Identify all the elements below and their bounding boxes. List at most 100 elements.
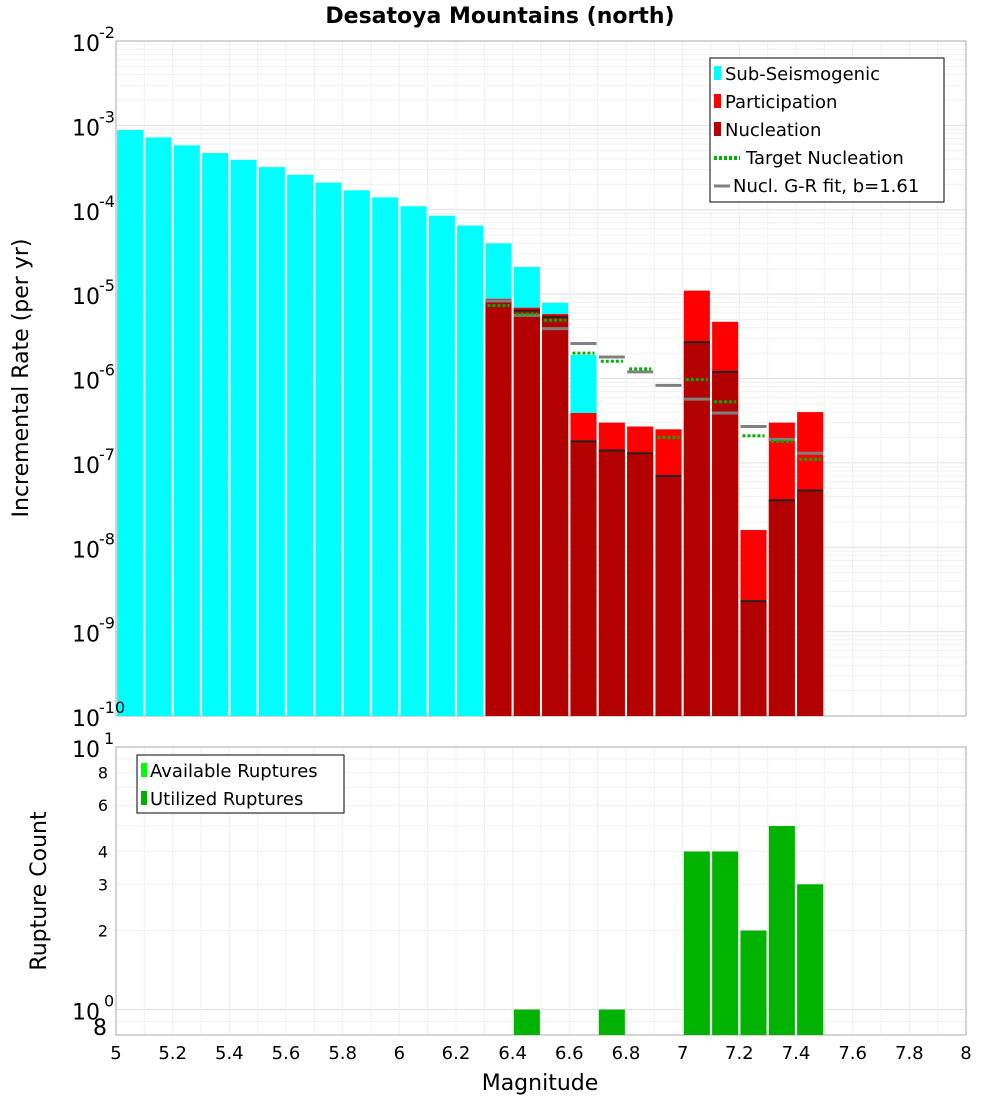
top-reference-lines: [485, 299, 824, 461]
bar-utilized-ruptures: [740, 930, 767, 1035]
bar-nucleation: [570, 441, 597, 716]
legend-label-sub-seismogenic: Sub-Seismogenic: [725, 64, 880, 85]
bottom-y-major-tick-label: 10: [72, 1001, 100, 1026]
x-tick-label: 5.4: [215, 1043, 244, 1064]
bottom-y-major-tick-label: 10: [72, 738, 100, 763]
bar-sub-seismogenic: [230, 159, 257, 717]
top-y-tick-label: 10: [72, 707, 100, 732]
top-y-tick-label: 10: [72, 285, 100, 310]
top-y-tick-label: 10: [72, 623, 100, 648]
x-tick-label: 6.4: [498, 1043, 527, 1064]
bottom-legend-box: [136, 754, 345, 814]
bar-sub-seismogenic: [343, 190, 370, 716]
top-y-axis-label: Incremental Rate (per yr): [9, 239, 34, 518]
bar-sub-seismogenic: [400, 206, 427, 716]
legend-label-gr-fit: Nucl. G-R fit, b=1.61: [733, 176, 919, 197]
bar-sub-seismogenic: [258, 167, 285, 716]
top-y-tick-exponent: -8: [99, 529, 115, 548]
bar-sub-seismogenic: [428, 215, 455, 717]
bar-utilized-ruptures: [513, 1009, 540, 1035]
top-y-tick-label: 10: [72, 201, 100, 226]
bottom-y-minor-tick-label: 6: [98, 796, 108, 815]
top-y-tick-exponent: -3: [99, 107, 115, 126]
top-y-tick-exponent: -7: [99, 445, 115, 464]
bar-nucleation: [542, 316, 569, 716]
x-tick-label: 6.2: [442, 1043, 471, 1064]
bar-sub-seismogenic: [287, 174, 314, 716]
legend-swatch-utilized: [141, 791, 147, 805]
legend-swatch-participation: [714, 94, 721, 108]
top-y-tick-exponent: -6: [99, 361, 115, 380]
bar-sub-seismogenic: [457, 225, 484, 716]
top-y-tick-label: 10: [72, 116, 100, 141]
x-axis-label: Magnitude: [482, 1071, 599, 1096]
bar-sub-seismogenic: [315, 182, 342, 716]
bar-utilized-ruptures: [797, 884, 824, 1035]
top-y-tick-exponent: -5: [99, 276, 115, 295]
x-tick-label: 6.8: [612, 1043, 641, 1064]
bottom-y-minor-tick-label: 2: [98, 922, 108, 941]
x-tick-label: 5.6: [272, 1043, 301, 1064]
bar-utilized-ruptures: [598, 1009, 625, 1035]
bar-utilized-ruptures: [712, 851, 739, 1035]
top-y-tick-label: 10: [72, 454, 100, 479]
bar-nucleation: [598, 450, 625, 716]
legend-label-target-nucleation: Target Nucleation: [745, 148, 904, 169]
bar-nucleation: [683, 342, 710, 716]
x-tick-label: 5.8: [328, 1043, 357, 1064]
bar-nucleation: [627, 453, 654, 716]
x-tick-label: 6.6: [555, 1043, 584, 1064]
top-y-tick-exponent: -2: [99, 23, 115, 42]
top-y-tick-exponent: -9: [99, 614, 115, 633]
bottom-bars: [513, 826, 824, 1035]
legend-swatch-available: [141, 763, 147, 777]
x-tick-label: 7.8: [895, 1043, 924, 1064]
top-y-tick-label: 10: [72, 370, 100, 395]
top-bars: [117, 130, 824, 717]
legend-label-available: Available Ruptures: [150, 761, 318, 782]
bar-nucleation: [655, 475, 682, 716]
bar-nucleation: [485, 301, 512, 716]
top-plot-frame: [115, 40, 967, 717]
bottom-y-major-tick-exponent: 0: [104, 992, 114, 1011]
bar-utilized-ruptures: [768, 826, 795, 1035]
x-tick-label: 6: [394, 1043, 405, 1064]
bar-sub-seismogenic: [173, 145, 200, 717]
bar-nucleation: [797, 490, 824, 716]
x-tick-label: 7.2: [725, 1043, 754, 1064]
top-y-ticks: 10-210-310-410-510-610-710-810-910-10: [72, 23, 125, 732]
bottom-y-minor-tick-label: 8: [98, 763, 108, 782]
bottom-legend: Available Ruptures Utilized Ruptures: [136, 754, 345, 814]
legend-label-utilized: Utilized Ruptures: [150, 789, 303, 810]
bar-sub-seismogenic: [372, 197, 399, 717]
x-tick-label: 5: [110, 1043, 121, 1064]
top-y-tick-exponent: -10: [99, 698, 125, 717]
bar-nucleation: [740, 601, 767, 716]
bottom-plot-frame: [115, 746, 967, 1036]
bar-utilized-ruptures: [683, 851, 710, 1035]
bar-sub-seismogenic: [117, 130, 144, 717]
top-legend: Sub-Seismogenic Participation Nucleation…: [709, 57, 945, 203]
chart-title: Desatoya Mountains (north): [325, 4, 674, 29]
top-y-tick-exponent: -4: [99, 192, 115, 211]
bar-nucleation: [768, 500, 795, 716]
x-tick-label: 5.2: [158, 1043, 187, 1064]
bottom-y-major-tick-exponent: 1: [104, 729, 114, 748]
bar-sub-seismogenic: [145, 137, 172, 716]
bar-nucleation: [712, 371, 739, 716]
legend-label-nucleation: Nucleation: [725, 120, 821, 141]
x-tick-label: 7.6: [838, 1043, 867, 1064]
top-y-tick-label: 10: [72, 32, 100, 57]
legend-swatch-sub-seismogenic: [714, 66, 721, 80]
x-tick-label: 7.4: [782, 1043, 811, 1064]
bottom-y-minor-tick-label: 4: [98, 842, 108, 861]
bottom-y-minor-tick-label: 8: [93, 1016, 107, 1041]
legend-swatch-nucleation: [714, 122, 721, 136]
x-tick-label: 7: [677, 1043, 688, 1064]
x-tick-label: 8: [960, 1043, 971, 1064]
top-legend-box: [709, 57, 945, 203]
legend-label-participation: Participation: [725, 92, 837, 113]
bottom-y-minor-tick-label: 3: [98, 875, 108, 894]
